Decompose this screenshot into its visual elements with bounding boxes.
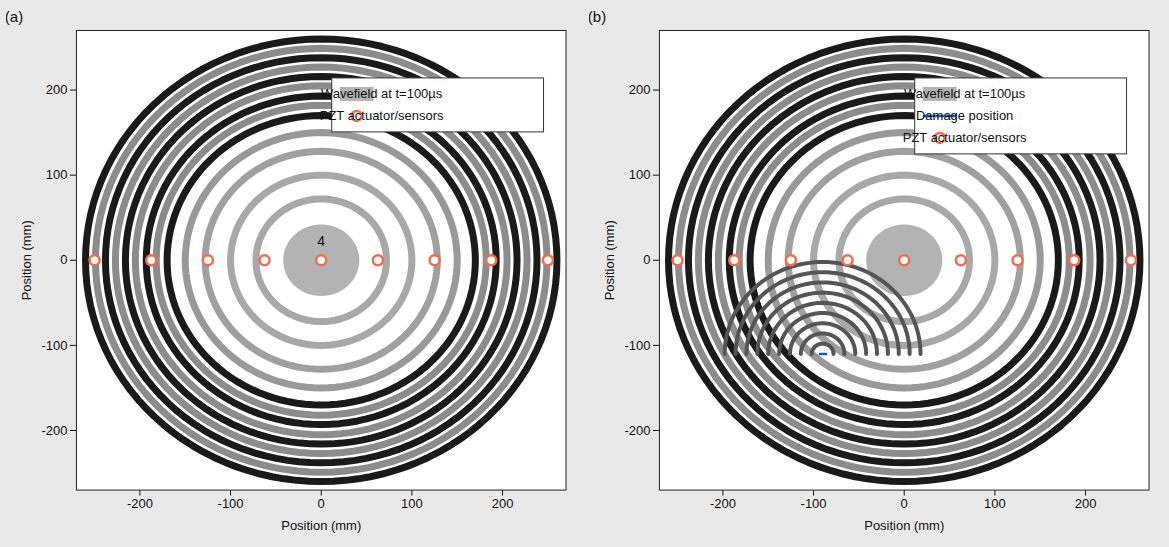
svg-text:Position (mm): Position (mm)	[864, 518, 944, 533]
svg-text:4: 4	[317, 233, 325, 249]
svg-text:Position (mm): Position (mm)	[19, 220, 34, 300]
svg-text:100: 100	[46, 167, 68, 182]
svg-text:200: 200	[628, 82, 650, 97]
svg-text:100: 100	[401, 496, 423, 511]
svg-text:Damage position: Damage position	[916, 108, 1013, 123]
svg-text:(a): (a)	[6, 8, 23, 25]
svg-text:-200: -200	[41, 423, 67, 438]
svg-text:0: 0	[643, 252, 650, 267]
svg-text:-200: -200	[624, 423, 650, 438]
svg-text:(b): (b)	[589, 8, 606, 25]
svg-text:-200: -200	[127, 496, 153, 511]
svg-text:0: 0	[900, 496, 907, 511]
svg-text:0: 0	[60, 252, 67, 267]
svg-text:0: 0	[318, 496, 325, 511]
svg-text:Wavefield at t=100µs: Wavefield at t=100µs	[904, 86, 1026, 101]
svg-text:100: 100	[628, 167, 650, 182]
svg-text:Wavefield at t=100µs: Wavefield at t=100µs	[321, 86, 443, 101]
svg-text:200: 200	[46, 82, 68, 97]
svg-text:Position (mm): Position (mm)	[281, 518, 361, 533]
svg-text:-100: -100	[41, 338, 67, 353]
svg-text:PZT actuator/sensors: PZT actuator/sensors	[902, 130, 1026, 145]
svg-text:Position (mm): Position (mm)	[601, 220, 616, 300]
svg-text:-100: -100	[218, 496, 244, 511]
svg-text:-100: -100	[624, 338, 650, 353]
svg-text:100: 100	[984, 496, 1006, 511]
svg-text:-100: -100	[800, 496, 826, 511]
svg-text:-200: -200	[709, 496, 735, 511]
svg-text:PZT actuator/sensors: PZT actuator/sensors	[320, 108, 444, 123]
svg-text:200: 200	[1074, 496, 1096, 511]
svg-text:200: 200	[492, 496, 514, 511]
